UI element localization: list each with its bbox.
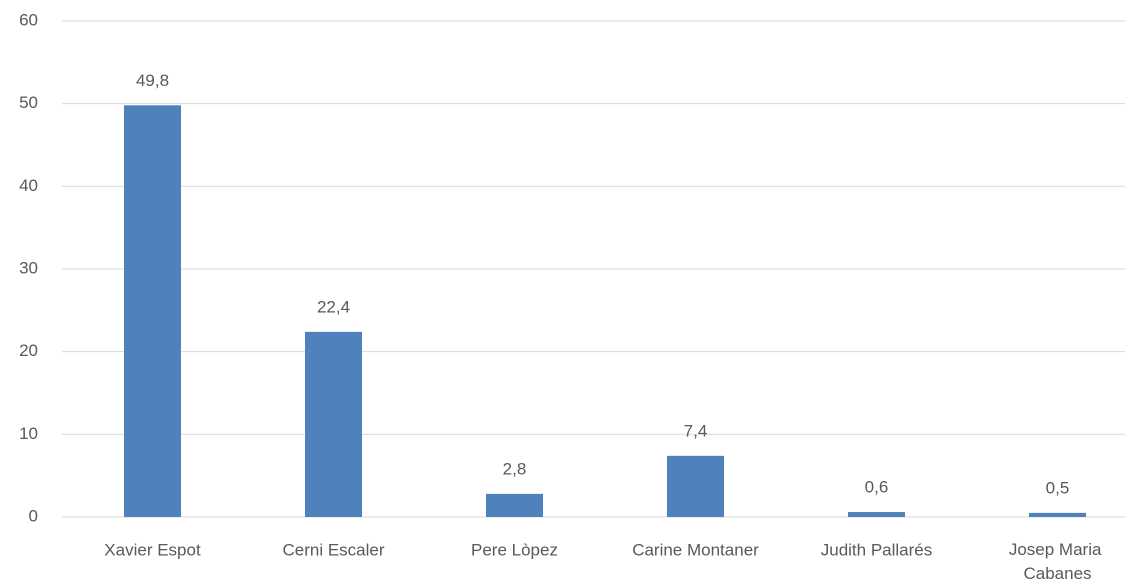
x-tick-label: Judith Pallarés xyxy=(821,540,933,559)
bar xyxy=(848,512,905,517)
y-tick-label: 60 xyxy=(19,10,38,29)
data-label: 7,4 xyxy=(684,421,708,440)
data-label: 0,5 xyxy=(1046,478,1070,497)
bar xyxy=(1029,512,1086,517)
x-tick-label: Carine Montaner xyxy=(632,540,759,559)
bar xyxy=(486,493,543,517)
data-label: 22,4 xyxy=(317,297,350,316)
y-tick-label: 0 xyxy=(29,506,38,525)
x-tick-label: Xavier Espot xyxy=(104,540,201,559)
y-tick-label: 40 xyxy=(19,176,38,195)
x-tick-label: Cerni Escaler xyxy=(282,540,384,559)
data-label: 0,6 xyxy=(865,478,889,497)
y-tick-label: 20 xyxy=(19,341,38,360)
y-tick-label: 50 xyxy=(19,93,38,112)
y-tick-label: 30 xyxy=(19,258,38,277)
data-label: 49,8 xyxy=(136,71,169,90)
y-tick-label: 10 xyxy=(19,424,38,443)
data-label: 2,8 xyxy=(503,459,527,478)
bar xyxy=(305,331,362,517)
bar xyxy=(667,455,724,517)
x-tick-label: Josep Maria Cabanes xyxy=(1009,540,1106,583)
x-tick-label: Pere Lòpez xyxy=(471,540,558,559)
bar xyxy=(124,105,181,517)
